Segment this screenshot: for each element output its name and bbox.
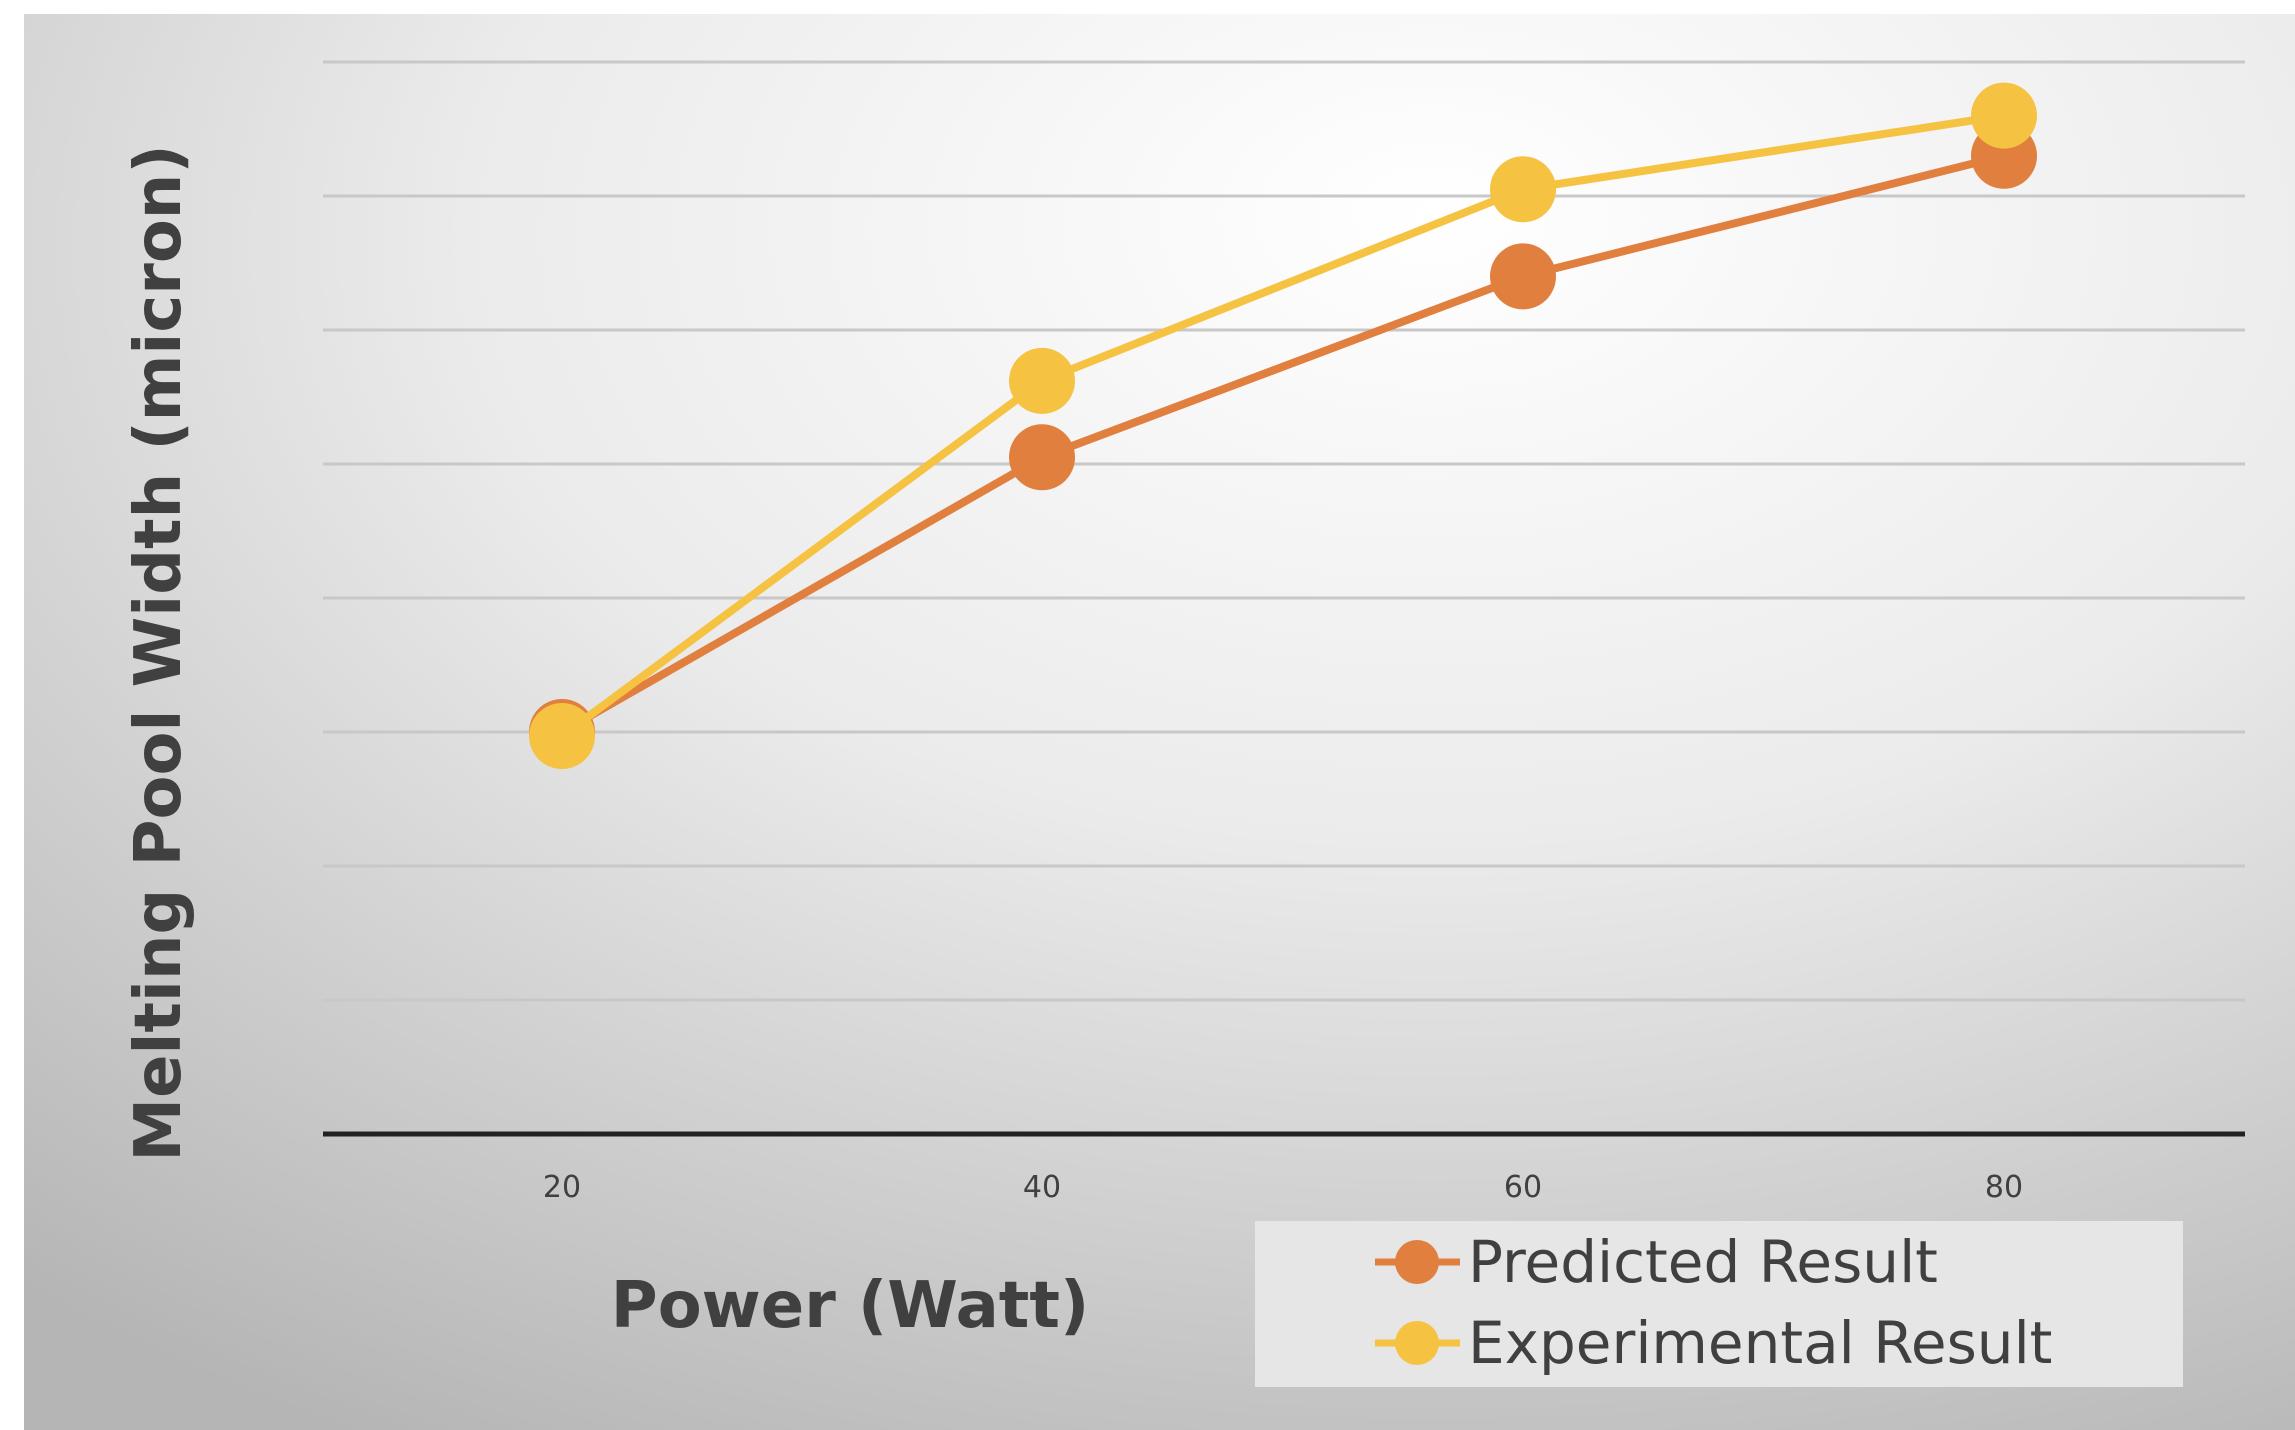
legend-item-predicted: Predicted Result: [1375, 1228, 1938, 1296]
legend-label-predicted: Predicted Result: [1468, 1228, 1938, 1296]
x-axis-title: Power (Watt): [611, 1269, 1089, 1343]
legend: Predicted Result Experimental Result: [1255, 1221, 2183, 1387]
x-tick-labels: 20 40 60 80: [543, 1170, 2023, 1205]
data-point-experimental-result-20: [529, 703, 595, 770]
data-point-experimental-result-40: [1009, 347, 1075, 414]
data-point-experimental-result-60: [1490, 156, 1556, 223]
x-tick-label: 80: [1985, 1170, 2023, 1205]
legend-label-experimental: Experimental Result: [1468, 1309, 2052, 1377]
gridlines: [323, 60, 2245, 1002]
series-line-predicted-result: [558, 151, 2008, 736]
x-tick-label: 20: [543, 1170, 581, 1205]
series-layer: [529, 82, 2037, 770]
data-point-predicted-result-40: [1009, 424, 1075, 491]
data-point-experimental-result-80: [1971, 82, 2037, 149]
chart-background: [24, 14, 2295, 1430]
y-axis-title: Melting Pool Width (micron): [122, 144, 196, 1161]
legend-item-experimental: Experimental Result: [1375, 1309, 2052, 1377]
data-point-predicted-result-60: [1490, 243, 1556, 310]
legend-marker-predicted: [1395, 1240, 1439, 1284]
series-line-experimental-result: [558, 111, 2008, 741]
x-tick-label: 40: [1023, 1170, 1061, 1205]
x-tick-label: 60: [1504, 1170, 1542, 1205]
legend-marker-experimental: [1395, 1321, 1439, 1365]
